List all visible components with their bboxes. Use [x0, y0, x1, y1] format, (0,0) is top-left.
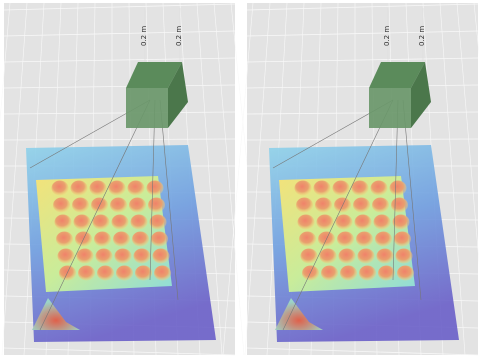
page: {"panels": [{"labels": ["0.2 m", "0.2 m"… — [0, 0, 479, 358]
bump — [115, 249, 132, 264]
bump — [151, 232, 168, 247]
bump — [77, 249, 94, 264]
panel — [223, 3, 479, 355]
bump — [116, 266, 133, 281]
bump — [340, 266, 357, 281]
bump — [390, 181, 407, 196]
bump — [113, 232, 130, 247]
bump — [321, 266, 338, 281]
bump — [55, 215, 72, 230]
bump — [298, 215, 315, 230]
bump — [128, 181, 145, 196]
figure: 0.2 m 0.2 m 0.2 m 0.2 m — [0, 0, 479, 358]
bump — [94, 232, 111, 247]
bump — [72, 198, 89, 213]
bump — [372, 198, 389, 213]
scale-label: 0.2 m — [175, 26, 183, 46]
bump — [153, 249, 170, 264]
cube-front — [126, 88, 168, 128]
bump — [52, 181, 69, 196]
bump — [135, 266, 152, 281]
bump — [315, 198, 332, 213]
cube-front — [369, 88, 411, 128]
bump — [339, 249, 356, 264]
scale-label: 0.2 m — [418, 26, 426, 46]
bump — [314, 181, 331, 196]
bump — [371, 181, 388, 196]
bump — [353, 198, 370, 213]
bump — [337, 232, 354, 247]
bump — [129, 198, 146, 213]
bump — [109, 181, 126, 196]
scale-label: 0.2 m — [383, 26, 391, 46]
bump — [299, 232, 316, 247]
bump — [154, 266, 171, 281]
bump — [301, 249, 318, 264]
bump — [317, 215, 334, 230]
bump — [320, 249, 337, 264]
bump — [97, 266, 114, 281]
bump — [78, 266, 95, 281]
bump — [112, 215, 129, 230]
bump — [131, 215, 148, 230]
bump — [355, 215, 372, 230]
bump — [336, 215, 353, 230]
bump — [377, 249, 394, 264]
bump — [71, 181, 88, 196]
bump — [358, 249, 375, 264]
bump — [53, 198, 70, 213]
bump — [295, 181, 312, 196]
bump — [90, 181, 107, 196]
bump — [148, 198, 165, 213]
bump — [394, 232, 411, 247]
bump — [134, 249, 151, 264]
bump — [110, 198, 127, 213]
bump — [356, 232, 373, 247]
bump — [333, 181, 350, 196]
bump — [147, 181, 164, 196]
panel — [0, 3, 266, 355]
bump — [375, 232, 392, 247]
bump — [352, 181, 369, 196]
bump — [378, 266, 395, 281]
bump — [93, 215, 110, 230]
bump — [96, 249, 113, 264]
bump — [296, 198, 313, 213]
bump — [374, 215, 391, 230]
bump — [391, 198, 408, 213]
bump — [56, 232, 73, 247]
bump — [132, 232, 149, 247]
bump — [58, 249, 75, 264]
bump — [396, 249, 413, 264]
bump — [397, 266, 414, 281]
scale-label: 0.2 m — [140, 26, 148, 46]
bump — [359, 266, 376, 281]
bump — [74, 215, 91, 230]
